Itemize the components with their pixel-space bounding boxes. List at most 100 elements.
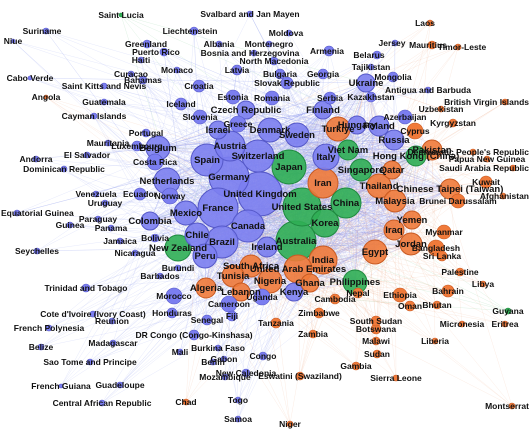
node-andorra[interactable] [32, 155, 40, 163]
node-montserrat[interactable] [508, 402, 516, 410]
node-slovak-republic[interactable] [280, 76, 294, 90]
node-bulgaria[interactable] [274, 68, 286, 80]
node-reunion[interactable] [108, 317, 116, 325]
node-british-virgin-islands[interactable] [501, 98, 509, 106]
node-nigeria[interactable] [257, 268, 283, 294]
node-micronesia[interactable] [458, 320, 466, 328]
node-estonia[interactable] [225, 89, 241, 105]
node-tanzania[interactable] [270, 317, 282, 329]
node-liberia[interactable] [431, 337, 439, 345]
node-serbia[interactable] [323, 91, 337, 105]
node-cayman-islands[interactable] [90, 112, 98, 120]
node-nepal[interactable] [352, 287, 364, 299]
node-afghanistan[interactable] [499, 192, 507, 200]
node-iceland[interactable] [174, 97, 188, 111]
node-barbados[interactable] [156, 272, 164, 280]
node-democratic-people-s-republic[interactable] [469, 148, 477, 156]
node-united-states[interactable] [282, 187, 322, 227]
node-guatemala[interactable] [100, 98, 108, 106]
node-sweden[interactable] [284, 122, 310, 148]
node-burundi[interactable] [174, 264, 182, 272]
node-canada[interactable] [231, 209, 265, 243]
node-cyprus[interactable] [406, 122, 424, 140]
node-kuwait[interactable] [479, 175, 493, 189]
node-thailand[interactable] [366, 173, 392, 199]
node-russia[interactable] [383, 129, 405, 151]
node-greenland[interactable] [142, 39, 152, 49]
node-south-africa[interactable] [239, 254, 263, 278]
node-denmark[interactable] [257, 117, 283, 143]
node-puerto-rico[interactable] [159, 47, 169, 57]
node-jordan[interactable] [399, 232, 423, 256]
node-costa-rica[interactable] [146, 153, 164, 171]
node-romania[interactable] [264, 90, 280, 106]
node-austria[interactable] [214, 130, 246, 162]
node-finland[interactable] [313, 100, 333, 120]
node-guyana[interactable] [504, 307, 512, 315]
node-gabon[interactable] [220, 355, 228, 363]
node-el-salvador[interactable] [83, 151, 91, 159]
node-nicaragua[interactable] [131, 249, 139, 257]
node-qatar[interactable] [382, 160, 402, 180]
node-burkina-faso[interactable] [214, 344, 222, 352]
node-algeria[interactable] [195, 277, 217, 299]
node-ireland[interactable] [256, 236, 278, 258]
node-kyrgyzstan[interactable] [448, 118, 458, 128]
node-morocco[interactable] [165, 287, 183, 305]
node-albania[interactable] [215, 40, 223, 48]
node-norway[interactable] [161, 187, 179, 205]
node-papua-new-guinea[interactable] [483, 155, 491, 163]
node-zimbabwe[interactable] [313, 307, 325, 319]
node-chad[interactable] [182, 398, 190, 406]
node-uzbekistan[interactable] [437, 105, 445, 113]
node-panama[interactable] [107, 224, 115, 232]
node-bosnia-and-herzegovina[interactable] [250, 49, 258, 57]
node-croatia[interactable] [192, 79, 206, 93]
node-eswatini-swaziland[interactable] [295, 371, 305, 381]
node-timor-leste[interactable] [454, 43, 462, 51]
node-togo[interactable] [234, 396, 242, 404]
node-singapore[interactable] [349, 158, 373, 182]
node-mexico[interactable] [173, 200, 199, 226]
node-bahrain[interactable] [441, 284, 455, 298]
node-montenegro[interactable] [265, 40, 273, 48]
node-latvia[interactable] [231, 64, 243, 76]
node-dr-congo-congo-kinshasa[interactable] [188, 329, 200, 341]
node-central-african-republic[interactable] [98, 399, 106, 407]
node-peru[interactable] [192, 243, 218, 269]
node-laos[interactable] [426, 19, 434, 27]
node-madagascar[interactable] [109, 339, 117, 347]
node-south-sudan[interactable] [370, 315, 382, 327]
node-honduras[interactable] [166, 307, 178, 319]
node-uruguay[interactable] [101, 199, 109, 207]
node-azerbaijan[interactable] [397, 109, 413, 125]
node-myanmar[interactable] [436, 224, 452, 240]
node-new-caledonia[interactable] [241, 368, 251, 378]
node-ecuador[interactable] [133, 187, 147, 201]
node-niger[interactable] [286, 420, 294, 428]
node-sao-tome-and-principe[interactable] [86, 358, 94, 366]
node-poland[interactable] [368, 115, 390, 137]
node-mozambique[interactable] [221, 373, 229, 381]
node-svalbard-and-jan-mayen[interactable] [246, 10, 254, 18]
node-french-polynesia[interactable] [45, 324, 53, 332]
node-venezuela[interactable] [92, 190, 100, 198]
node-new-zealand[interactable] [164, 234, 192, 262]
node-malaysia[interactable] [383, 189, 407, 213]
node-eritrea[interactable] [501, 320, 509, 328]
node-mauritania[interactable] [104, 139, 112, 147]
node-suriname[interactable] [42, 27, 50, 35]
node-korea[interactable] [310, 208, 340, 238]
node-yemen[interactable] [402, 210, 422, 230]
node-zambia[interactable] [308, 329, 318, 339]
node-paraguay[interactable] [94, 215, 102, 223]
node-trinidad-and-tobago[interactable] [81, 283, 91, 293]
node-luxembourg[interactable] [131, 140, 143, 152]
node-french-guiana[interactable] [58, 383, 64, 389]
node-cabo-verde[interactable] [27, 75, 33, 81]
node-mauritius[interactable] [427, 40, 437, 50]
node-viet-nam[interactable] [337, 139, 359, 161]
node-bhutan[interactable] [432, 300, 442, 310]
node-seychelles[interactable] [33, 247, 41, 255]
node-georgia[interactable] [317, 68, 329, 80]
